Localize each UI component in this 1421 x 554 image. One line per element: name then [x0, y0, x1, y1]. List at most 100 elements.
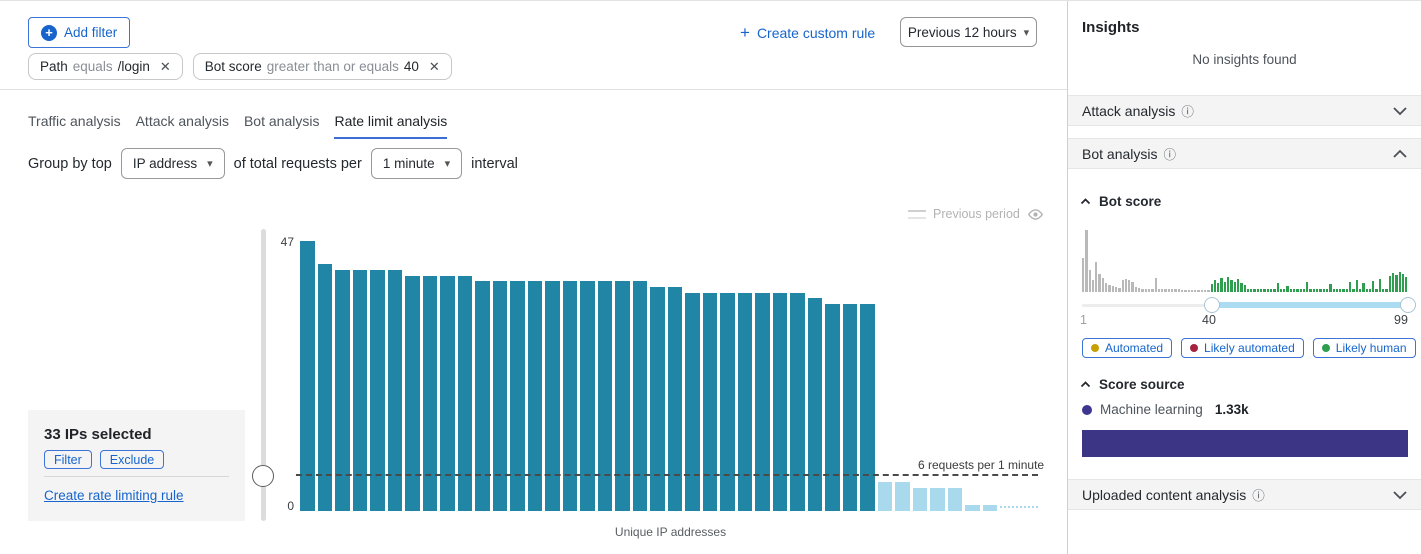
threshold-slider-handle[interactable]: [252, 465, 274, 487]
bot-score-histogram-bar: [1128, 280, 1131, 292]
badge-automated[interactable]: Automated: [1082, 338, 1173, 358]
exclude-button[interactable]: Exclude: [99, 450, 165, 469]
selected-ip-bar[interactable]: [370, 269, 385, 511]
selected-ip-bar[interactable]: [860, 304, 875, 511]
group-by-suffix: interval: [471, 155, 518, 172]
selected-ip-bar[interactable]: [335, 269, 350, 511]
selected-ip-bar[interactable]: [685, 292, 700, 511]
add-filter-button[interactable]: + Add filter: [28, 17, 131, 48]
selected-ip-bar[interactable]: [825, 304, 840, 511]
bot-score-slider-handle-max[interactable]: [1400, 297, 1416, 313]
bot-score-histogram-bar: [1362, 283, 1365, 292]
automated-dot-icon: [1091, 344, 1099, 352]
below-threshold-ip-bar[interactable]: [895, 482, 910, 511]
close-icon[interactable]: ✕: [428, 58, 440, 74]
info-icon[interactable]: ⓘ: [1181, 105, 1194, 119]
filter-button[interactable]: Filter: [44, 450, 92, 469]
below-threshold-ip-bar[interactable]: [930, 488, 945, 511]
bot-score-histogram-bar: [1108, 285, 1111, 292]
tab-traffic-analysis[interactable]: Traffic analysis: [28, 113, 121, 129]
selected-ip-bar[interactable]: [527, 281, 542, 511]
selected-ip-bar[interactable]: [702, 292, 717, 511]
selected-ip-bar[interactable]: [492, 281, 507, 511]
tab-bot-analysis[interactable]: Bot analysis: [243, 113, 320, 129]
selected-ip-bar[interactable]: [772, 292, 787, 511]
filter-field: Bot score: [204, 59, 262, 74]
bot-score-histogram-bar: [1101, 278, 1105, 292]
info-icon[interactable]: ⓘ: [1163, 148, 1176, 162]
bot-score-section-header[interactable]: Bot score: [1080, 194, 1161, 209]
selected-ip-bar[interactable]: [597, 281, 612, 511]
score-source-section-header[interactable]: Score source: [1080, 377, 1185, 392]
score-source-bar[interactable]: [1082, 430, 1408, 457]
selected-ip-bar[interactable]: [737, 292, 752, 511]
below-threshold-ip-bar[interactable]: [912, 488, 927, 511]
bot-score-histogram-bar: [1240, 283, 1243, 292]
bot-score-histogram-bar: [1085, 230, 1088, 292]
badge-likely-human[interactable]: Likely human: [1312, 338, 1416, 358]
selected-ip-bar[interactable]: [317, 264, 332, 511]
add-filter-label: Add filter: [64, 25, 118, 40]
close-icon[interactable]: ✕: [159, 58, 171, 74]
below-threshold-ip-bar[interactable]: [877, 482, 892, 511]
bot-score-histogram-bar: [1405, 277, 1408, 292]
badge-label: Likely human: [1335, 341, 1407, 355]
accordion-bot-analysis[interactable]: Bot analysis ⓘ: [1068, 138, 1421, 169]
filter-value: /login: [117, 59, 150, 74]
threshold-dashed-line: [296, 474, 1038, 476]
slider-min-label: 1: [1080, 313, 1087, 327]
info-icon[interactable]: ⓘ: [1252, 489, 1265, 503]
badge-likely-automated[interactable]: Likely automated: [1181, 338, 1304, 358]
bot-score-histogram-bar: [1161, 289, 1164, 292]
selected-ip-bar[interactable]: [405, 275, 420, 511]
score-source-item: Machine learning 1.33k: [1082, 402, 1249, 417]
accordion-uploaded-content-analysis[interactable]: Uploaded content analysis ⓘ: [1068, 479, 1421, 510]
accordion-attack-analysis[interactable]: Attack analysis ⓘ: [1068, 95, 1421, 126]
header-divider: [0, 89, 1067, 90]
selected-ip-bar[interactable]: [755, 292, 770, 511]
interval-select[interactable]: 1 minute ▾: [370, 148, 463, 179]
selected-ip-bar[interactable]: [842, 304, 857, 511]
bot-score-histogram-bar: [1253, 289, 1256, 292]
selected-ip-bar[interactable]: [457, 275, 472, 511]
bot-score-histogram-bar: [1184, 290, 1187, 292]
selected-ip-bar[interactable]: [807, 298, 822, 511]
y-axis-min-label: 0: [287, 499, 294, 513]
selected-ip-bar[interactable]: [300, 241, 315, 511]
bot-score-histogram-bar: [1213, 280, 1217, 292]
bot-score-histogram-bar: [1203, 290, 1207, 292]
selected-ip-bar[interactable]: [650, 287, 665, 511]
selected-ip-bar[interactable]: [790, 292, 805, 511]
bot-score-slider-active-range[interactable]: [1212, 302, 1408, 308]
time-range-dropdown[interactable]: Previous 12 hours ▾: [900, 17, 1037, 47]
bot-score-histogram-bar: [1118, 288, 1121, 292]
selected-ip-bar[interactable]: [387, 269, 402, 511]
selected-ip-bar[interactable]: [720, 292, 735, 511]
insights-sidebar: Insights No insights found Attack analys…: [1067, 1, 1421, 554]
threshold-slider-track[interactable]: [261, 229, 266, 521]
bot-score-histogram-bar: [1352, 289, 1355, 292]
eye-icon[interactable]: [1027, 208, 1044, 221]
selected-ip-bar[interactable]: [545, 281, 560, 511]
selected-ip-bar[interactable]: [352, 269, 367, 511]
below-threshold-ip-bar[interactable]: [982, 505, 997, 511]
create-rate-limiting-rule-link[interactable]: Create rate limiting rule: [44, 488, 184, 503]
selected-ip-bar[interactable]: [475, 281, 490, 511]
tab-attack-analysis[interactable]: Attack analysis: [135, 113, 229, 129]
selected-ip-bar[interactable]: [667, 287, 682, 511]
selected-ip-bar[interactable]: [580, 281, 595, 511]
tab-rate-limit-analysis[interactable]: Rate limit analysis: [334, 113, 448, 139]
selected-ip-bar[interactable]: [615, 281, 630, 511]
chevron-down-icon: [1393, 106, 1407, 115]
create-custom-rule-label: Create custom rule: [756, 24, 876, 41]
selected-ip-bar[interactable]: [422, 275, 437, 511]
below-threshold-ip-bar[interactable]: [965, 505, 980, 511]
create-custom-rule-link[interactable]: + Create custom rule: [740, 24, 875, 41]
bot-score-slider-handle-min[interactable]: [1204, 297, 1220, 313]
dimension-select[interactable]: IP address ▾: [120, 148, 225, 179]
selected-ip-bar[interactable]: [510, 281, 525, 511]
below-threshold-ip-bar[interactable]: [947, 488, 962, 511]
selected-ip-bar[interactable]: [562, 281, 577, 511]
selected-ip-bar[interactable]: [632, 281, 647, 511]
selected-ip-bar[interactable]: [440, 275, 455, 511]
